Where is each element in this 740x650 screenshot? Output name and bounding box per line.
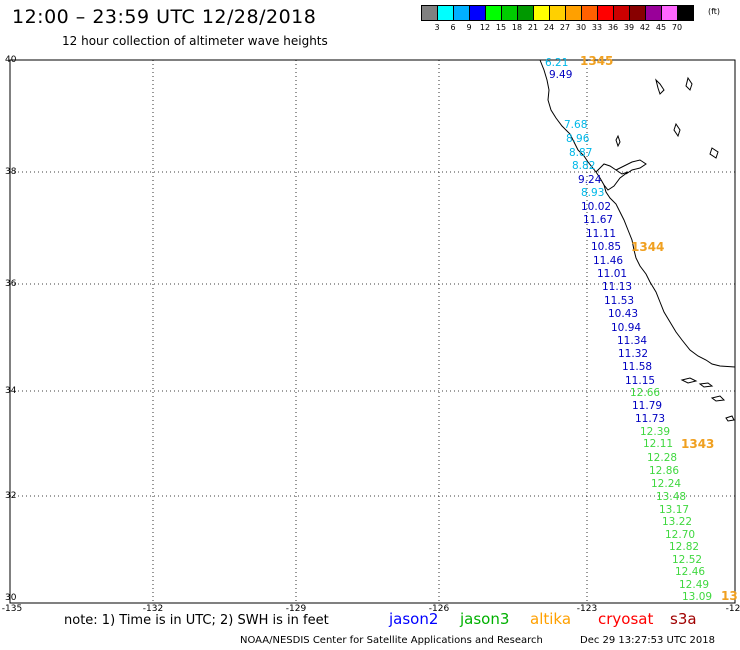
color-scale-label: 15 (495, 23, 507, 32)
mission-cryosat: cryosat (598, 610, 654, 628)
swh-value: 12.39 (640, 426, 671, 438)
sacramento-delta (615, 159, 647, 175)
swh-value: 11.01 (597, 268, 628, 280)
color-scale-label: 6 (450, 23, 456, 32)
swh-value: 13.09 (682, 591, 713, 603)
longitude-label: -126 (428, 604, 450, 614)
swh-value: 11.32 (618, 348, 649, 360)
swh-value: 10.02 (581, 201, 612, 213)
swh-value: 12.66 (630, 387, 661, 399)
latitude-label: 36 (5, 279, 17, 289)
swh-value: 12.70 (665, 529, 696, 541)
inland-lakes (615, 76, 719, 159)
latitude-label: 40 (5, 55, 17, 65)
swh-value: 8.82 (572, 160, 596, 172)
timestamp: Dec 29 13:27:53 UTC 2018 (580, 635, 715, 646)
pass-cycle-label: 1344 (631, 240, 665, 254)
color-scale-label: 27 (559, 23, 571, 32)
swh-value: 8.93 (581, 187, 605, 199)
swh-value: 8.87 (569, 147, 593, 159)
longitude-label: -123 (576, 604, 598, 614)
color-scale-swatch (677, 5, 694, 21)
color-scale-label: 18 (511, 23, 523, 32)
swh-value: 12.46 (675, 566, 706, 578)
mission-altika: altika (530, 610, 572, 628)
color-scale-label: 70 (671, 23, 683, 32)
credit-line: NOAA/NESDIS Center for Satellite Applica… (240, 635, 543, 646)
mission-jason2: jason2 (389, 610, 439, 628)
color-scale-label: 9 (466, 23, 472, 32)
swh-value: 11.53 (604, 295, 635, 307)
color-scale-label: 3 (434, 23, 440, 32)
color-scale-labels: 3 6 9 12 15 18 21 24 27 30 33 36 39 42 45 70 (422, 21, 694, 35)
swh-value: 11.73 (635, 413, 666, 425)
longitude-label: -129 (285, 604, 307, 614)
map-frame (9, 59, 736, 604)
longitude-label: -132 (142, 604, 164, 614)
color-scale-label: 39 (623, 23, 635, 32)
swh-value: 6.21 (545, 57, 569, 69)
color-scale-swatches (421, 5, 694, 21)
swh-value: 12.82 (669, 541, 700, 553)
swh-value: 7.68 (564, 119, 588, 131)
california-coastline (539, 59, 736, 368)
swh-value: 11.67 (583, 214, 614, 226)
swh-value: 8.96 (566, 133, 590, 145)
swh-value: 11.15 (625, 375, 656, 387)
graticule (10, 60, 735, 603)
page-subtitle: 12 hour collection of altimeter wave hei… (62, 34, 328, 48)
swh-value: 13.48 (656, 491, 687, 503)
pass-cycle-label: 13 (721, 589, 738, 603)
swh-value: 11.13 (602, 281, 633, 293)
swh-value: 13.22 (662, 516, 693, 528)
color-scale-label: 30 (575, 23, 587, 32)
mission-jason3: jason3 (460, 610, 510, 628)
swh-value: 11.11 (586, 228, 617, 240)
swh-value: 12.11 (643, 438, 674, 450)
latitude-label: 38 (5, 167, 17, 177)
swh-value: 9.49 (549, 69, 573, 81)
swh-value: 12.24 (651, 478, 682, 490)
swh-value: 10.85 (591, 241, 622, 253)
swh-value: 12.49 (679, 579, 710, 591)
swh-value: 10.94 (611, 322, 642, 334)
color-scale-label: 36 (607, 23, 619, 32)
swh-value: 12.52 (672, 554, 703, 566)
pass-cycle-label: 1345 (580, 54, 614, 68)
color-scale-label: 33 (591, 23, 603, 32)
swh-value: 11.34 (617, 335, 648, 347)
swh-value: 11.79 (632, 400, 663, 412)
color-scale: 3 6 9 12 15 18 21 24 27 30 33 36 39 42 45 70 (ft) (421, 5, 720, 35)
color-scale-label: 12 (479, 23, 491, 32)
scale-unit: (ft) (708, 7, 721, 16)
latitude-label: 32 (5, 491, 17, 501)
swh-value: 11.58 (622, 361, 653, 373)
channel-islands (680, 377, 735, 422)
swh-value: 12.28 (647, 452, 678, 464)
swh-value: 9.24 (578, 174, 602, 186)
longitude-label: -135 (1, 604, 23, 614)
mission-s3a: s3a (670, 610, 697, 628)
latitude-label: 30 (5, 593, 17, 603)
swh-value: 12.86 (649, 465, 680, 477)
footnote: note: 1) Time is in UTC; 2) SWH is in fe… (64, 613, 329, 628)
swh-value: 11.46 (593, 255, 624, 267)
sf-bay (595, 163, 629, 191)
color-scale-label: 21 (527, 23, 539, 32)
color-scale-label: 42 (639, 23, 651, 32)
pass-cycle-label: 1343 (681, 437, 715, 451)
latitude-label: 34 (5, 386, 17, 396)
color-scale-label: 45 (655, 23, 667, 32)
swh-value: 10.43 (608, 308, 639, 320)
longitude-label: -12 (725, 604, 740, 614)
page-title: 12:00 – 23:59 UTC 12/28/2018 (12, 6, 317, 28)
color-scale-label: 24 (543, 23, 555, 32)
swh-value: 13.17 (659, 504, 690, 516)
